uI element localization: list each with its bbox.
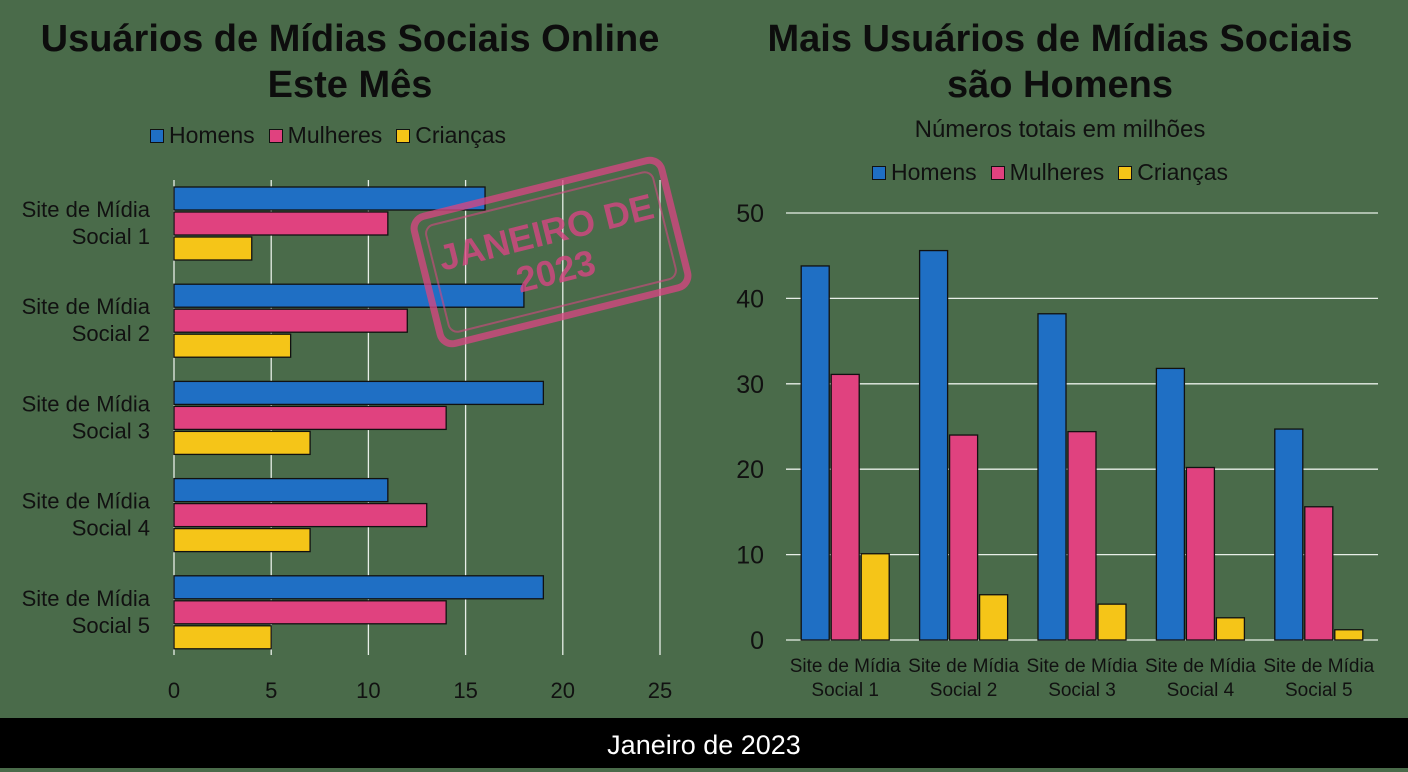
bar-criancas xyxy=(173,333,292,358)
bar-criancas xyxy=(978,594,1009,641)
bar-mulheres xyxy=(173,405,447,431)
bar-mulheres xyxy=(830,373,860,641)
right-chart-subtitle: Números totais em milhões xyxy=(914,116,1206,143)
legend-item-criancas: Crianças xyxy=(1118,159,1228,186)
legend-swatch-homens xyxy=(872,165,886,180)
y-tick-label: 0 xyxy=(750,627,764,655)
right-chart-title: Mais Usuários de Mídias Sociais são Home… xyxy=(767,18,1353,106)
y-tick-label: 30 xyxy=(736,371,764,399)
bar-mulheres xyxy=(173,502,428,528)
legend-label-homens: Homens xyxy=(169,122,255,148)
bar-criancas xyxy=(173,625,272,650)
y-tick-label: 20 xyxy=(736,456,764,484)
legend-item-mulheres: Mulheres xyxy=(268,122,383,149)
legend-label-criancas: Crianças xyxy=(415,122,507,148)
footer-caption: Janeiro de 2023 xyxy=(0,718,1408,768)
x-tick-label: 0 xyxy=(168,678,180,703)
x-tick-label: 10 xyxy=(356,678,380,703)
legend-swatch-mulheres xyxy=(268,128,283,143)
legend-label-homens: Homens xyxy=(891,159,977,185)
y-category-label: Site de Mídia Social 3 xyxy=(22,391,151,443)
x-category-label: Site de Mídia Social 3 xyxy=(1027,656,1138,701)
bar-homens xyxy=(1037,313,1067,641)
bar-mulheres xyxy=(173,211,389,236)
bar-homens xyxy=(918,249,949,641)
x-category-label: Site de Mídia Social 4 xyxy=(1145,656,1256,701)
legend-item-homens: Homens xyxy=(872,159,977,186)
legend-swatch-criancas xyxy=(1118,165,1133,180)
bar-homens xyxy=(173,477,389,503)
legend-label-mulheres: Mulheres xyxy=(1009,159,1105,185)
bar-criancas xyxy=(1334,629,1364,641)
stamp-line-2: 2023 xyxy=(511,241,600,301)
x-category-label: Site de Mídia Social 1 xyxy=(790,656,901,701)
x-tick-label: 20 xyxy=(551,678,575,703)
y-tick-label: 50 xyxy=(736,200,764,228)
legend-swatch-homens xyxy=(150,128,164,143)
bar-mulheres xyxy=(948,434,979,641)
x-category-label: Site de Mídia Social 5 xyxy=(1263,656,1374,701)
bar-criancas xyxy=(860,553,890,641)
x-tick-label: 25 xyxy=(648,678,672,703)
y-tick-label: 10 xyxy=(736,542,764,570)
x-tick-label: 5 xyxy=(265,678,277,703)
legend-item-homens: Homens xyxy=(150,122,255,149)
left-bar-chart: 0 5 10 15 20 25 Site de Mídia Social 1 Site de M… xyxy=(22,180,672,703)
bar-criancas xyxy=(173,527,311,553)
left-chart-legend: Homens Mulheres Crianças xyxy=(150,122,520,149)
bar-criancas xyxy=(1215,617,1246,641)
bar-mulheres xyxy=(1185,466,1216,641)
legend-label-mulheres: Mulheres xyxy=(287,122,383,148)
bar-homens xyxy=(800,265,830,641)
legend-item-criancas: Crianças xyxy=(396,122,506,149)
y-tick-label: 40 xyxy=(736,285,764,313)
y-category-label: Site de Mídia Social 2 xyxy=(22,294,151,346)
legend-item-mulheres: Mulheres xyxy=(990,159,1105,186)
bar-mulheres xyxy=(1304,506,1334,641)
y-category-label: Site de Mídia Social 1 xyxy=(22,197,151,249)
bar-criancas xyxy=(173,430,311,456)
bar-homens xyxy=(1155,367,1186,641)
legend-swatch-criancas xyxy=(396,128,411,143)
bar-mulheres xyxy=(1067,430,1097,641)
y-category-label: Site de Mídia Social 4 xyxy=(22,489,151,541)
right-chart-legend: Homens Mulheres Crianças xyxy=(872,159,1242,186)
left-chart-title: Usuários de Mídias Sociais Online Este M… xyxy=(40,18,660,106)
legend-swatch-mulheres xyxy=(990,165,1005,180)
y-category-label: Site de Mídia Social 5 xyxy=(22,586,151,638)
stamp-line-1: JANEIRO DE xyxy=(434,185,658,279)
bar-criancas xyxy=(1097,603,1127,641)
bar-homens xyxy=(173,380,545,406)
x-category-label: Site de Mídia Social 2 xyxy=(908,656,1019,701)
bar-mulheres xyxy=(173,308,408,333)
bar-mulheres xyxy=(173,600,447,625)
legend-label-criancas: Crianças xyxy=(1137,159,1229,185)
x-tick-label: 15 xyxy=(453,678,477,703)
bar-criancas xyxy=(173,236,253,261)
bar-homens xyxy=(173,575,545,600)
bar-homens xyxy=(1274,428,1304,641)
